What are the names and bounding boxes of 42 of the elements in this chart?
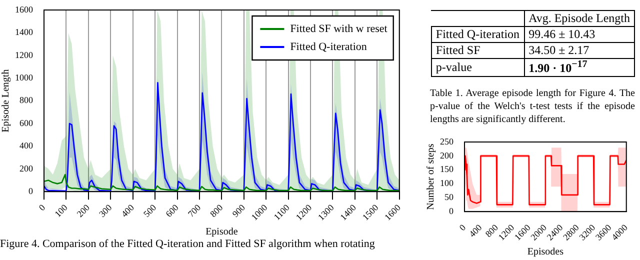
x-tick-label: 800 (208, 202, 226, 220)
x-tick-label: 400 (467, 222, 484, 240)
text: Avg. Episode Length (524, 10, 634, 26)
x-tick-label: 0 (36, 202, 48, 213)
x-tick-label: 300 (97, 202, 114, 220)
x-tick-label: 600 (164, 202, 181, 220)
x-tick-label: 100 (52, 202, 70, 220)
y-tick-label: 400 (20, 140, 34, 151)
x-tick-label: 200 (74, 202, 92, 220)
x-tick-label: 400 (119, 202, 136, 220)
y-tick-label: 200 (20, 163, 34, 174)
text: 1.90 · 10$^{−17}$ (524, 58, 634, 76)
text: Fitted SF (431, 42, 524, 58)
x-tick-label: 800 (483, 222, 500, 240)
legend-label: Fitted Q-iteration (290, 40, 368, 53)
caption: Figure 4. Comparison of the Fitted Q-iteration and Fitted SF algorithm when rotating (0, 238, 376, 250)
y-tick-label: 1000 (15, 72, 34, 82)
x-tick-label: 700 (186, 202, 203, 220)
y-tick-label: 150 (440, 164, 454, 174)
text: 99.46 ± 10.43 (524, 26, 634, 42)
y-tick-label: 0 (28, 186, 34, 196)
x-tick-label: 0 (457, 222, 468, 233)
x-tick-label: 900 (230, 202, 248, 220)
y-tick-label: 250 (440, 136, 454, 146)
text: p-value (431, 58, 524, 76)
y-tick-label: 600 (20, 118, 34, 128)
x-axis-title: Episode (206, 226, 238, 238)
legend-label: Fitted SF with w reset (290, 22, 388, 35)
y-axis-title: Number of steps (426, 144, 437, 210)
y-tick-label: 50 (444, 192, 454, 202)
y-tick-label: 1200 (15, 50, 34, 60)
text: Fitted Q-iteration (431, 26, 524, 42)
y-tick-label: 200 (440, 150, 454, 160)
y-axis-title: Episode Length (0, 69, 12, 132)
y-tick-label: 1600 (15, 4, 34, 14)
x-tick-label: 500 (142, 202, 158, 220)
x-axis-title: Episodes (527, 246, 564, 258)
text: 34.50 ± 2.17 (524, 42, 634, 58)
y-tick-label: 1400 (15, 27, 34, 38)
y-tick-label: 100 (440, 178, 454, 188)
caption: Table 1. Average episode length for Figure 4. The p-value of the Welch's t-test tests if the episode lengths are significantly different. (430, 87, 635, 126)
y-tick-label: 800 (20, 95, 34, 106)
